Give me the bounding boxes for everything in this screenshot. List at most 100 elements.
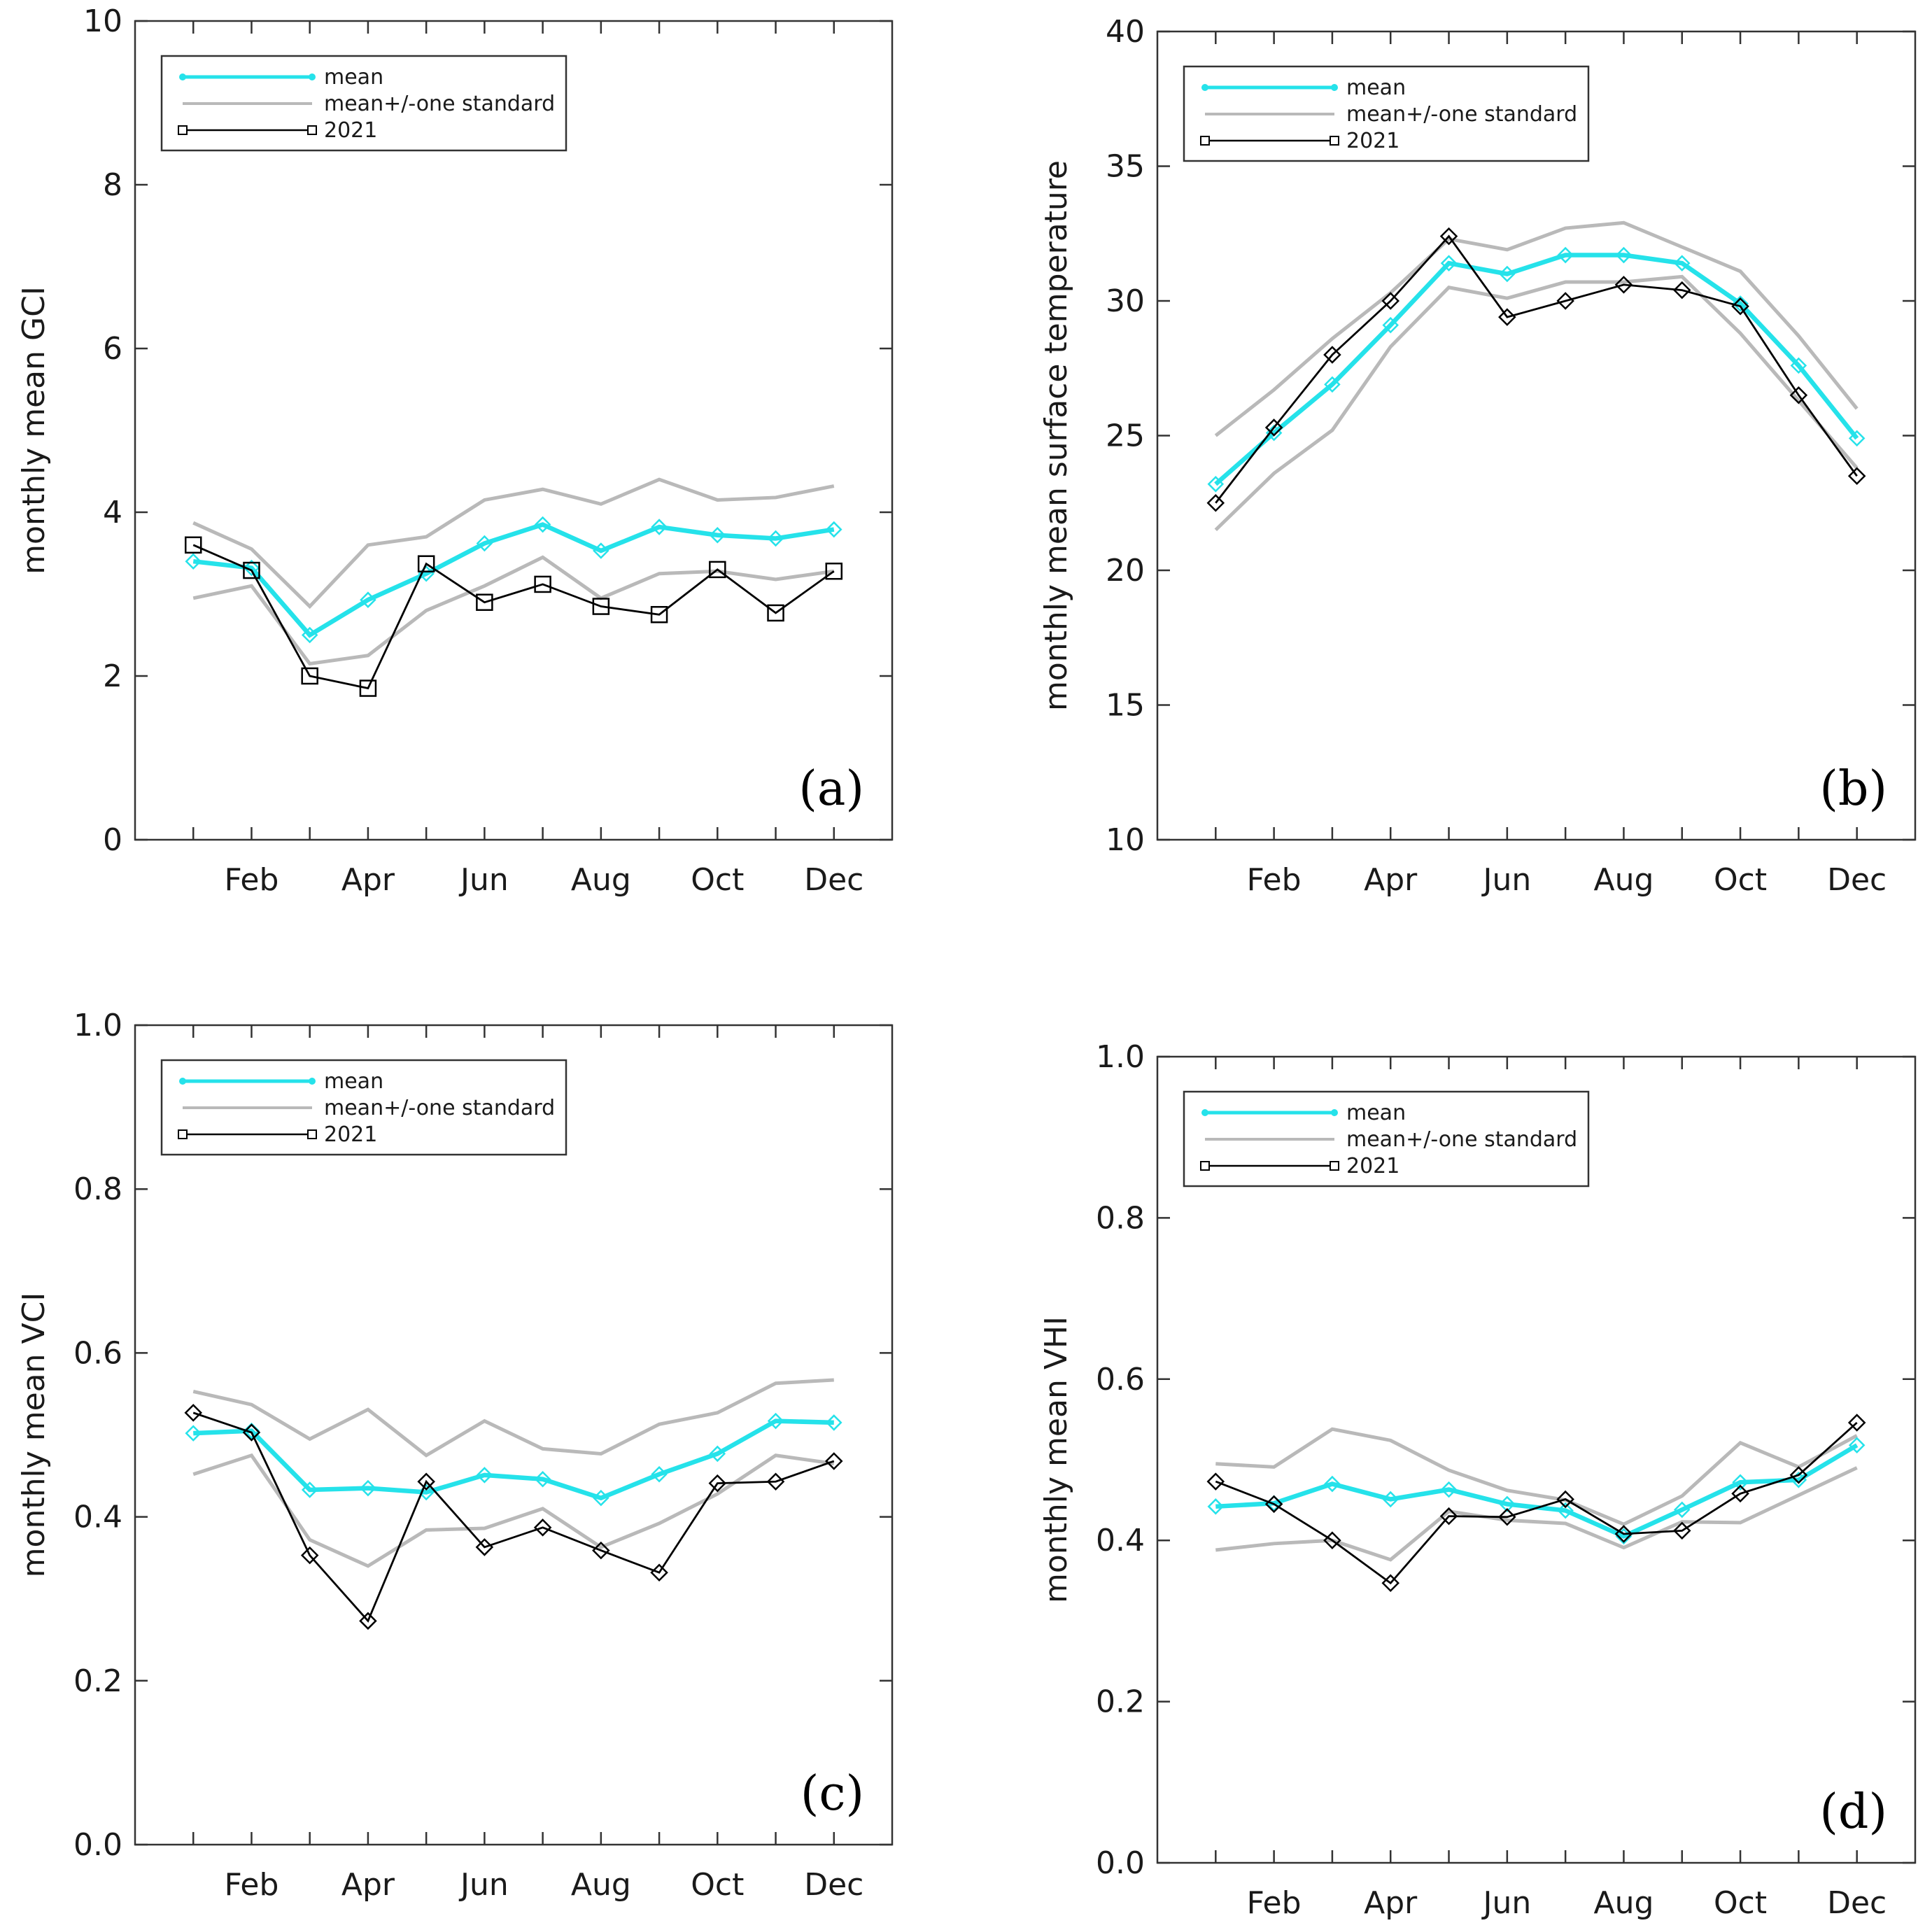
year-2021-point bbox=[417, 1472, 435, 1491]
mean-point bbox=[185, 553, 202, 570]
x-tick-label: Aug bbox=[1594, 862, 1654, 898]
year-2021-point bbox=[592, 598, 610, 615]
legend-label-mean: mean bbox=[1346, 1101, 1406, 1125]
plot-frame bbox=[134, 20, 894, 841]
year-2021-point bbox=[1556, 1490, 1574, 1509]
x-tick-label: Apr bbox=[1364, 1885, 1418, 1921]
x-tick-label: Jun bbox=[1481, 1885, 1531, 1921]
mean-line bbox=[1214, 253, 1859, 486]
mean-point bbox=[1557, 246, 1574, 264]
std-lower-line bbox=[1214, 274, 1859, 532]
y-axis-title: monthly mean VCI bbox=[16, 1292, 52, 1578]
mean-point bbox=[476, 1467, 493, 1484]
y-tick-label: 1.0 bbox=[1096, 1039, 1145, 1075]
y-tick-label: 0.4 bbox=[73, 1500, 122, 1535]
year-2021-point bbox=[1439, 1507, 1458, 1526]
y-tick-label: 30 bbox=[1106, 283, 1145, 319]
mean-point bbox=[1324, 1475, 1341, 1493]
y-tick-label: 0.2 bbox=[73, 1663, 122, 1699]
mean-point bbox=[1615, 246, 1633, 264]
legend-marker-mean bbox=[309, 73, 316, 80]
y-tick-label: 0.0 bbox=[73, 1827, 122, 1863]
mean-point bbox=[826, 521, 842, 538]
x-tick-label: Apr bbox=[341, 1867, 395, 1903]
y-tick-label: 10 bbox=[83, 3, 122, 39]
mean-point bbox=[709, 1445, 726, 1463]
year-2021-point bbox=[1556, 292, 1574, 310]
chart-panel-b: 10 15 20 25 30 35 40 Feb Apr Jun Aug Oct Dec monthly … bbox=[1038, 14, 1917, 898]
year-2021-point bbox=[243, 561, 260, 579]
mean-point bbox=[1207, 476, 1225, 493]
chart-panel-a: 0 2 4 6 8 10 Feb Apr Jun Aug Oct Dec monthly mean GC… bbox=[16, 3, 894, 898]
x-tick-label: Aug bbox=[571, 1867, 631, 1903]
year-2021-point bbox=[1614, 276, 1633, 294]
x-tick-label: Jun bbox=[458, 1867, 509, 1903]
y-tick-label: 0.8 bbox=[73, 1171, 122, 1207]
y-tick-label: 40 bbox=[1106, 14, 1145, 50]
year-2021-point bbox=[592, 1541, 610, 1560]
year-2021-point bbox=[1847, 467, 1866, 486]
year-2021-point bbox=[300, 1546, 319, 1565]
year-2021-point bbox=[709, 561, 726, 579]
mean-point bbox=[185, 1425, 202, 1442]
x-tick-label: Feb bbox=[1247, 1885, 1302, 1921]
year-2021-point bbox=[417, 555, 435, 572]
y-tick-label: 8 bbox=[103, 167, 122, 203]
legend-label-year: 2021 bbox=[1346, 129, 1399, 153]
year-2021-point bbox=[1673, 281, 1691, 300]
year-2021-point bbox=[825, 1452, 843, 1470]
mean-point bbox=[593, 542, 609, 559]
year-2021-point bbox=[1206, 1472, 1225, 1491]
legend-marker-mean bbox=[179, 73, 186, 80]
x-tick-label: Apr bbox=[1364, 862, 1418, 898]
legend-marker-mean bbox=[1331, 1109, 1338, 1116]
y-tick-label: 0.6 bbox=[73, 1335, 122, 1371]
year-2021-point bbox=[184, 1404, 202, 1422]
legend-label-year: 2021 bbox=[324, 1122, 377, 1147]
year-2021-line bbox=[1215, 234, 1858, 504]
year-2021-point bbox=[242, 1423, 261, 1442]
mean-point bbox=[301, 1481, 318, 1498]
x-tick-label: Aug bbox=[571, 862, 631, 898]
year-2021-point bbox=[1381, 292, 1399, 310]
year-2021-point bbox=[1323, 346, 1341, 364]
x-tick-label: Oct bbox=[691, 862, 744, 898]
mean-point bbox=[1732, 1474, 1749, 1491]
year-2021-line bbox=[1215, 1421, 1858, 1585]
mean-point bbox=[1732, 295, 1749, 312]
mean-point bbox=[826, 1414, 842, 1431]
y-tick-label: 15 bbox=[1106, 688, 1145, 724]
y-axis-title: monthly mean GCI bbox=[16, 286, 52, 575]
y-tick-label: 4 bbox=[103, 495, 122, 530]
legend-label-std: mean+/-one standard bbox=[324, 92, 555, 116]
mean-line bbox=[192, 522, 835, 638]
x-tick-label: Feb bbox=[225, 862, 279, 898]
x-tick-label: Oct bbox=[1714, 862, 1767, 898]
legend-marker-year bbox=[1200, 136, 1210, 146]
legend-marker-year bbox=[307, 1129, 317, 1139]
y-tick-label: 0.0 bbox=[1096, 1845, 1145, 1881]
std-upper-line bbox=[192, 477, 835, 610]
legend-marker-year bbox=[1330, 1161, 1339, 1171]
year-2021-point bbox=[1206, 493, 1225, 512]
legend-marker-mean bbox=[1201, 1109, 1208, 1116]
panel-label: (a) bbox=[798, 761, 864, 817]
mean-point bbox=[767, 1412, 784, 1430]
year-2021-point bbox=[301, 667, 318, 685]
x-tick-label: Dec bbox=[804, 862, 863, 898]
mean-point bbox=[1790, 357, 1807, 374]
mean-point bbox=[1674, 1501, 1691, 1519]
y-tick-label: 35 bbox=[1106, 149, 1145, 185]
plot-frame bbox=[1156, 1055, 1917, 1864]
year-2021-point bbox=[184, 536, 202, 554]
mean-point bbox=[1848, 430, 1866, 447]
x-tick-label: Jun bbox=[1481, 862, 1531, 898]
std-upper-line bbox=[1215, 1427, 1858, 1526]
y-tick-label: 6 bbox=[103, 331, 122, 367]
year-2021-point bbox=[1264, 1495, 1283, 1514]
mean-point bbox=[709, 526, 726, 544]
year-2021-point bbox=[1381, 1574, 1399, 1593]
